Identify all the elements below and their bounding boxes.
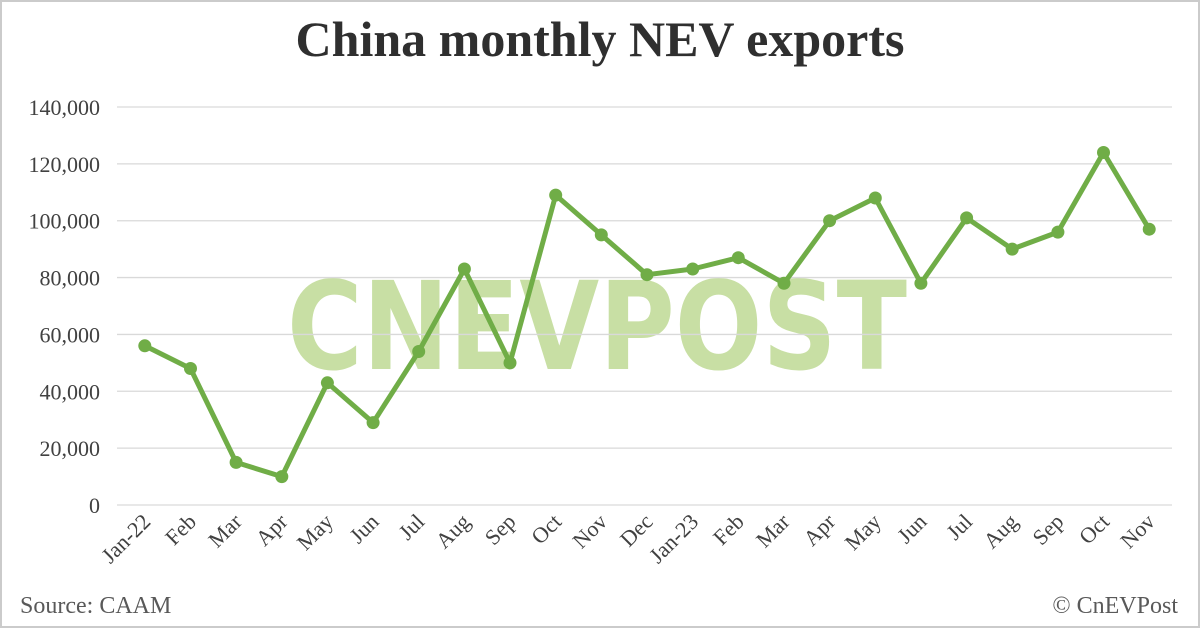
data-point (366, 416, 380, 430)
x-tick-label: Apr (798, 508, 840, 550)
y-tick-label: 80,000 (40, 266, 101, 291)
data-point (960, 211, 974, 225)
x-tick-label: Nov (567, 509, 611, 553)
y-tick-label: 120,000 (29, 152, 101, 177)
data-point (184, 362, 197, 375)
data-point (503, 356, 517, 370)
data-point (1051, 225, 1065, 239)
x-tick-label: Jul (393, 509, 429, 545)
y-tick-label: 0 (89, 493, 100, 518)
y-tick-label: 100,000 (29, 209, 101, 234)
y-tick-label: 60,000 (40, 322, 101, 347)
x-tick-label: Aug (430, 509, 474, 553)
x-tick-label: Mar (203, 508, 247, 552)
data-point (1005, 242, 1019, 256)
x-tick-label: Sep (480, 509, 521, 550)
data-point (594, 228, 608, 242)
x-tick-label: May (292, 509, 338, 555)
data-point (138, 339, 152, 353)
data-point (1142, 222, 1156, 236)
x-tick-label: Jan-23 (644, 509, 703, 568)
data-point (686, 262, 700, 276)
chart-title: China monthly NEV exports (295, 11, 905, 67)
x-tick-label: Oct (526, 509, 566, 549)
source-label: Source: CAAM (20, 593, 172, 619)
x-tick-label: May (840, 509, 886, 555)
data-point (777, 276, 791, 290)
data-point (914, 276, 928, 290)
y-tick-label: 40,000 (40, 379, 101, 404)
y-tick-label: 20,000 (40, 436, 101, 461)
chart-footer: Source: CAAM © CnEVPost (20, 593, 1178, 620)
data-point (412, 345, 426, 358)
x-tick-label: Sep (1027, 509, 1068, 550)
data-point (868, 191, 882, 205)
data-point (731, 251, 745, 265)
x-tick-label: Jun (892, 509, 931, 548)
y-tick-label: 140,000 (29, 95, 101, 120)
data-point (823, 214, 837, 228)
data-point (640, 268, 654, 282)
x-tick-label: Feb (160, 509, 201, 550)
x-tick-label: Feb (708, 509, 749, 550)
x-tick-label: Apr (250, 508, 292, 550)
data-point (229, 455, 243, 469)
data-point (1097, 146, 1110, 159)
watermark-logo: CNEVPOST (287, 256, 907, 398)
data-point (275, 470, 289, 484)
data-point (320, 376, 334, 390)
copyright-label: © CnEVPost (1052, 593, 1178, 619)
data-point (549, 188, 563, 202)
x-tick-label: Nov (1115, 509, 1159, 553)
data-point (457, 262, 471, 276)
x-tick-label: Jun (344, 509, 383, 548)
x-tick-label: Aug (978, 509, 1022, 553)
x-tick-label: Oct (1074, 509, 1114, 549)
x-tick-label: Jan-22 (96, 509, 155, 568)
x-tick-label: Jul (941, 509, 977, 545)
x-tick-label: Mar (751, 508, 795, 552)
